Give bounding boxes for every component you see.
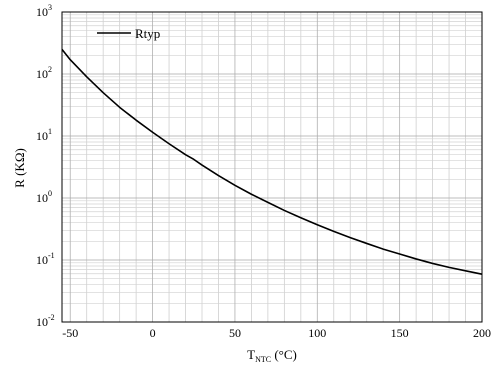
y-tick-label: 10-2: [36, 313, 55, 329]
x-tick-label: 200: [473, 326, 491, 340]
x-tick-label: 50: [229, 326, 241, 340]
plot-frame: [61, 11, 483, 323]
legend-label-rtyp: Rtyp: [135, 26, 160, 41]
grid-minor: [62, 12, 482, 322]
x-tick-label: -50: [62, 326, 78, 340]
grid-major: [62, 11, 483, 323]
x-axis-title-subscript: NTC: [255, 355, 271, 364]
series-line-rtyp: [61, 48, 483, 275]
series-layer: [61, 48, 483, 275]
x-tick-label: 0: [150, 326, 156, 340]
x-axis-title: TNTC (°C): [247, 347, 297, 364]
x-axis-title-main: T: [247, 347, 255, 362]
y-tick-label: 103: [36, 3, 52, 19]
x-tick-label: 100: [308, 326, 326, 340]
y-tick-label: 10-1: [36, 251, 55, 267]
y-axis-title: R (KΩ): [12, 148, 27, 188]
y-tick-label: 101: [36, 127, 52, 143]
y-tick-label: 100: [36, 189, 52, 205]
legend: Rtyp: [97, 26, 160, 41]
x-axis-title-unit: (°C): [271, 347, 297, 362]
x-tick-labels: -50 0 50 100 150 200: [62, 326, 491, 340]
x-tick-label: 150: [391, 326, 409, 340]
y-tick-label: 102: [36, 65, 52, 81]
y-tick-labels: 10-2 10-1 100 101 102 103: [36, 3, 55, 329]
